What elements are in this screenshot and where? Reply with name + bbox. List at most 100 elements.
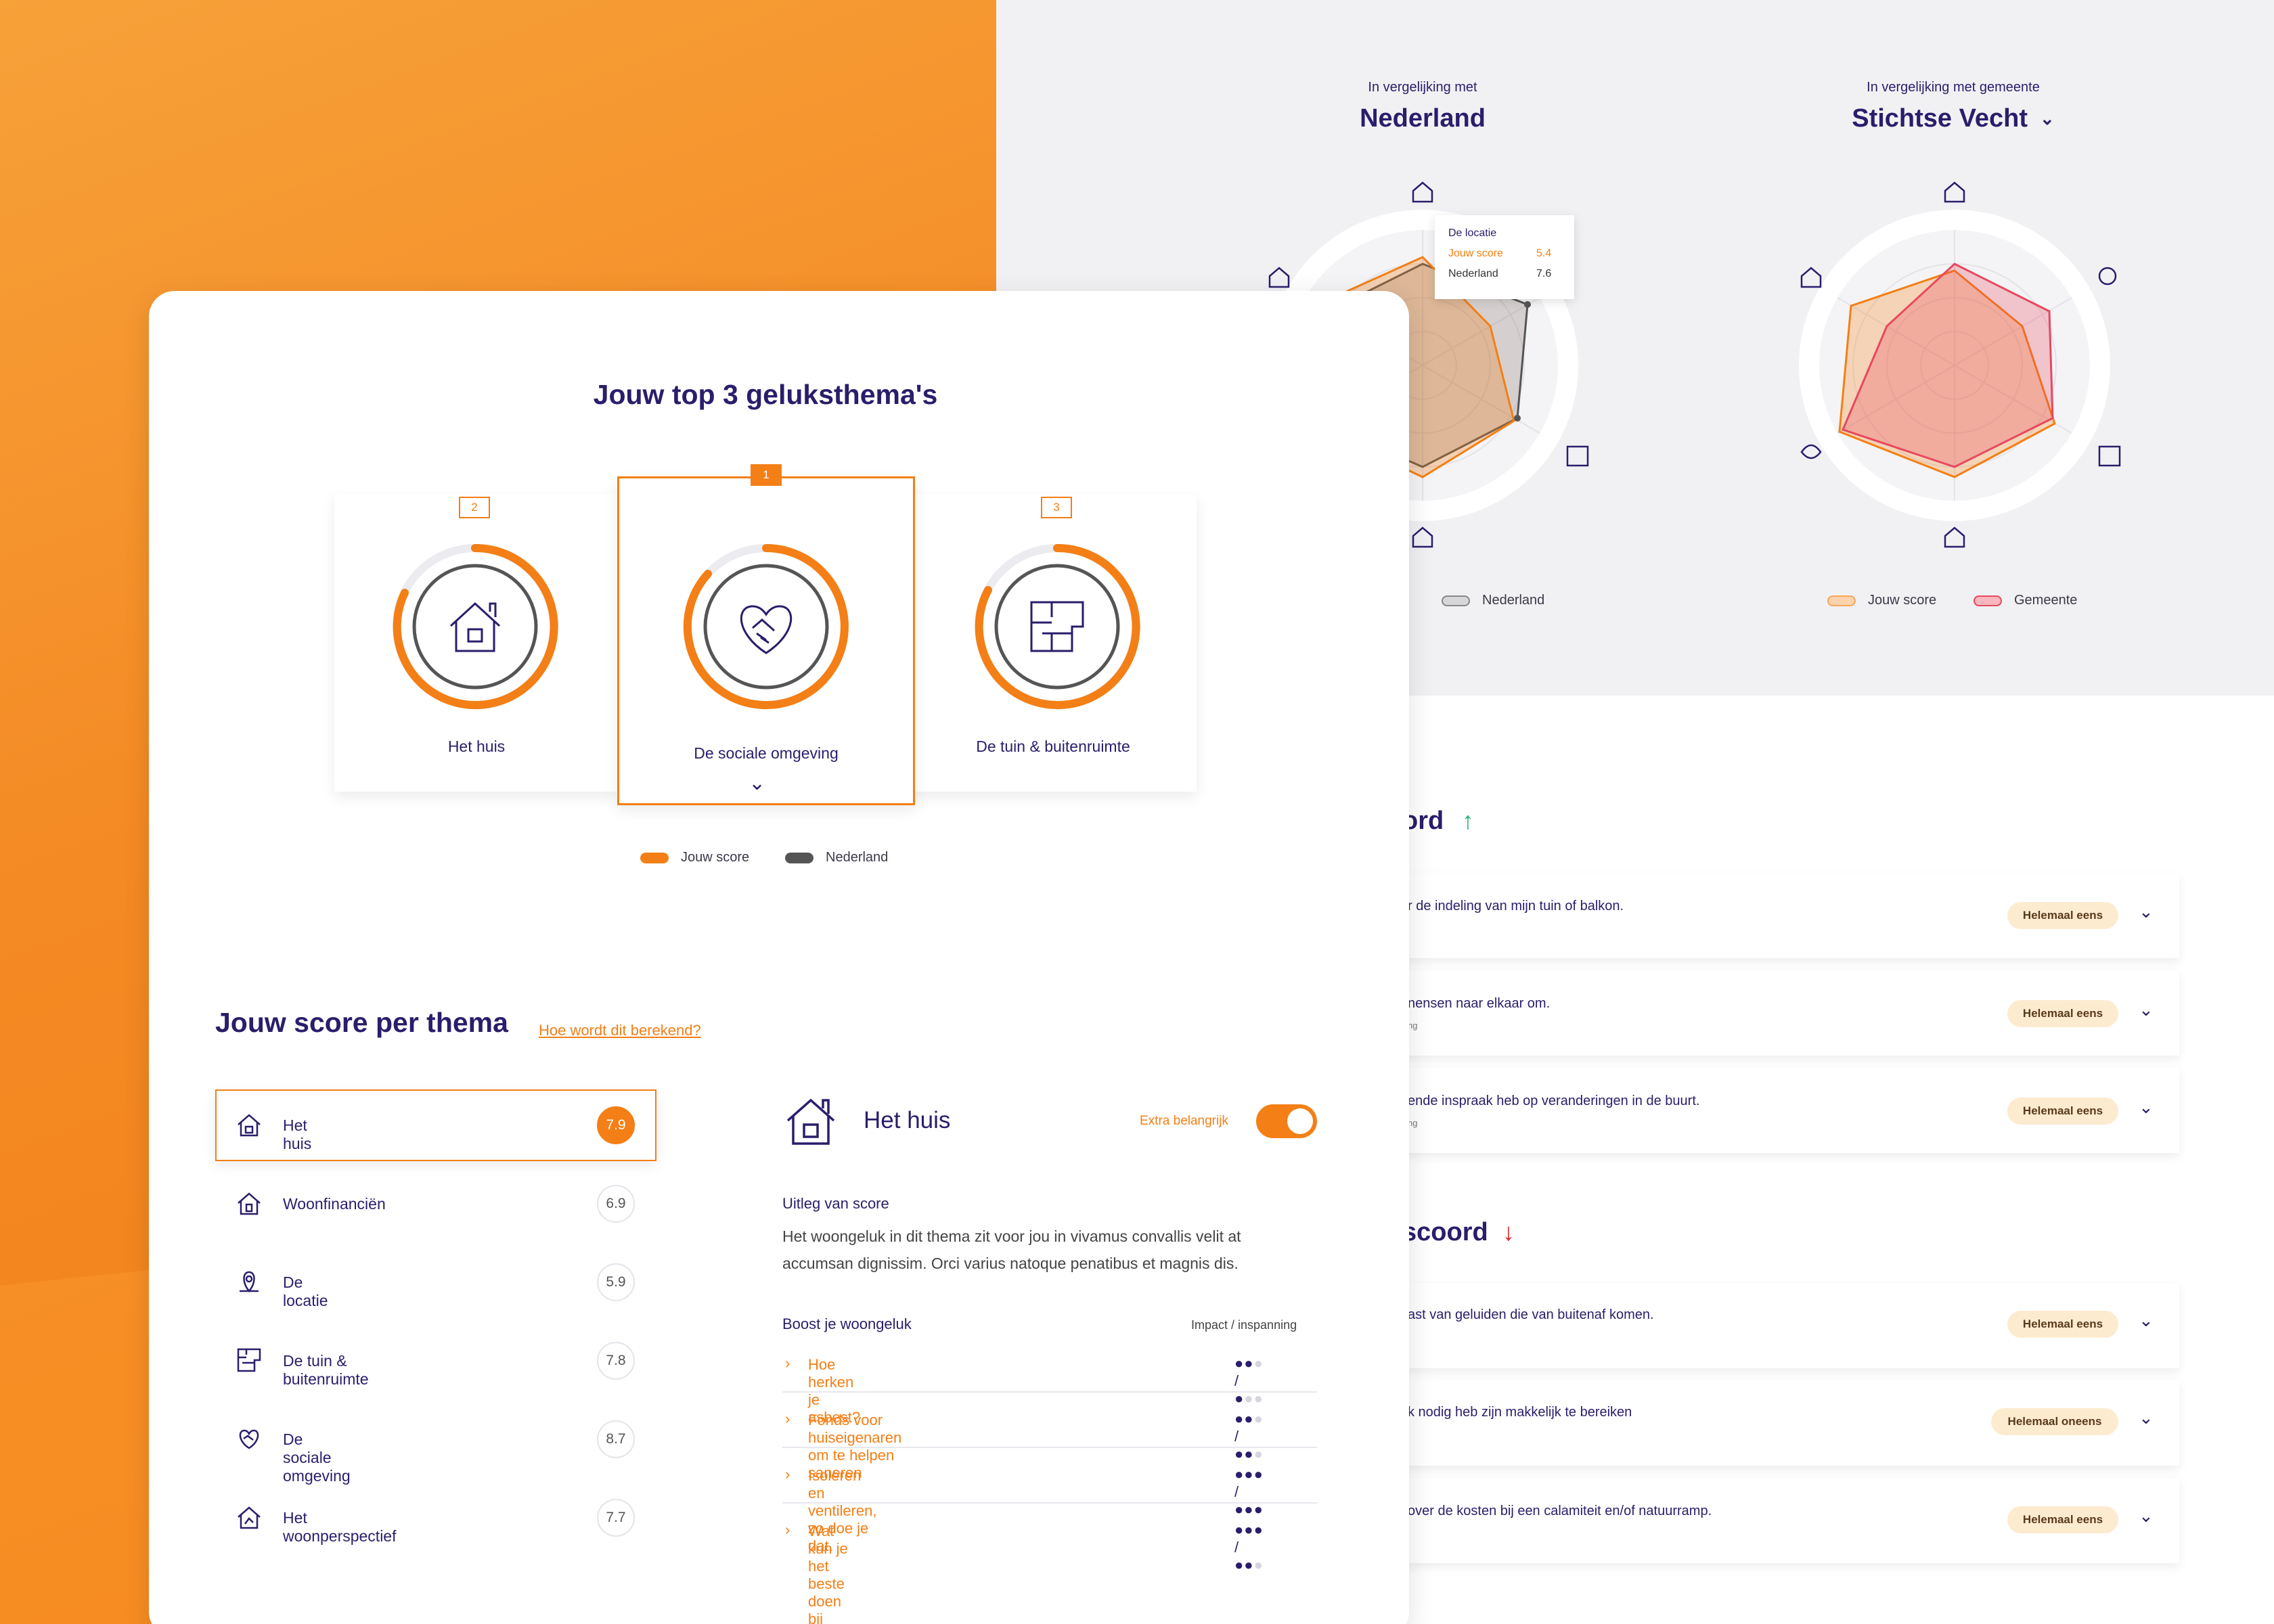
- house-icon: [784, 1093, 838, 1148]
- divider: [782, 1391, 1317, 1393]
- impact-effort-dots: ●●● / ●●●: [1234, 1410, 1264, 1462]
- statement-badge: Helemaal eens: [2007, 1000, 2118, 1027]
- impact-inspanning-label: Impact / inspanning: [1191, 1318, 1297, 1332]
- house-growth-icon[interactable]: [236, 1504, 263, 1531]
- chevron-down-icon: ⌄: [2039, 108, 2055, 129]
- hoe-berekend-link[interactable]: Hoe wordt dit berekend?: [539, 1022, 701, 1039]
- radar-tooltip: De locatie Jouw score 5.4 Nederland 7.6: [1435, 215, 1574, 299]
- chevron-down-icon[interactable]: ⌄: [2139, 1310, 2154, 1330]
- floorplan-icon: [2098, 445, 2121, 467]
- legend-jouw-score: Jouw score: [640, 850, 749, 865]
- legend-label: Jouw score: [1868, 593, 1937, 608]
- arrow-up-icon: ↑: [1462, 807, 1474, 834]
- thema-row-active[interactable]: [215, 1089, 656, 1161]
- tooltip-row1-value: 5.4: [1536, 248, 1552, 259]
- statement-badge: Helemaal oneens: [1991, 1408, 2118, 1435]
- score-ring-sociale-omgeving: [683, 544, 849, 709]
- statement-text: k nodig heb zijn makkelijk te bereiken: [1408, 1405, 1632, 1420]
- thema-label[interactable]: De tuin & buitenruimte: [283, 1352, 369, 1388]
- house-icon: [449, 602, 501, 652]
- score-per-thema-title: Jouw score per thema: [215, 1007, 508, 1038]
- thema-label[interactable]: De sociale omgeving: [283, 1430, 351, 1485]
- house-money-icon: [1800, 267, 1822, 288]
- floorplan-icon: [1566, 445, 1589, 467]
- top3-title: Jouw top 3 geluksthema's: [593, 379, 938, 410]
- statement-badge: Helemaal eens: [2007, 902, 2118, 929]
- floorplan-icon[interactable]: [236, 1347, 263, 1374]
- impact-effort-dots: ●●● / ●●●: [1234, 1521, 1264, 1573]
- gemeente-select-label: Stichtse Vecht: [1852, 104, 2028, 133]
- thema-label[interactable]: Woonfinanciën: [283, 1195, 386, 1213]
- legend-label: Jouw score: [681, 850, 750, 865]
- handshake-heart-icon[interactable]: [236, 1425, 263, 1452]
- legend-label: Nederland: [1482, 593, 1545, 608]
- top3-card-tuin[interactable]: [910, 494, 1197, 792]
- boost-title: Boost je woongeluk: [782, 1315, 912, 1332]
- chevron-right-icon: ›: [785, 1410, 790, 1427]
- boost-link[interactable]: Hoe herken je asbest?: [808, 1356, 861, 1426]
- chevron-down-icon[interactable]: ⌄: [2139, 1097, 2154, 1117]
- legend-nederland: Nederland: [1442, 593, 1544, 608]
- tooltip-row1-label: Jouw score: [1448, 248, 1503, 259]
- legend-swatch: [1442, 595, 1470, 606]
- divider: [782, 1502, 1317, 1504]
- uitleg-text-line2: accumsan dignissim. Orci varius natoque …: [782, 1255, 1239, 1272]
- boost-link[interactable]: Isoleren en ventileren, zo doe je dat.: [808, 1467, 877, 1554]
- uitleg-title: Uitleg van score: [782, 1195, 889, 1212]
- score-ring-tuin: [975, 543, 1140, 709]
- gemeente-compare-pretitle: In vergelijking met gemeente: [1867, 80, 2040, 95]
- statement-subtext: ng: [1408, 1118, 1418, 1128]
- house-growth-icon: [1412, 526, 1433, 548]
- floorplan-icon: [1030, 601, 1084, 652]
- impact-effort-dots: ●●● / ●●●: [1234, 1355, 1264, 1407]
- chevron-down-icon[interactable]: ⌄: [2139, 999, 2154, 1020]
- chevron-right-icon: ›: [785, 1466, 790, 1483]
- uitleg-text-line1: Het woongeluk in dit thema zit voor jou …: [782, 1227, 1241, 1245]
- chevron-down-icon[interactable]: ⌄: [2139, 1407, 2154, 1428]
- legend-swatch: [1827, 595, 1856, 606]
- top3-card-het-huis[interactable]: [334, 494, 619, 792]
- top3-card-label: De sociale omgeving: [694, 744, 839, 762]
- rank-badge: 2: [459, 497, 490, 518]
- extra-belangrijk-toggle[interactable]: [1256, 1104, 1317, 1138]
- legend-swatch: [1974, 595, 2002, 606]
- toggle-knob: [1287, 1108, 1313, 1134]
- legend-gemeente: Gemeente: [1974, 593, 2077, 608]
- worst-section-title: scoord: [1402, 1218, 1488, 1246]
- statement-badge: Helemaal eens: [2007, 1506, 2118, 1533]
- legend-swatch: [640, 852, 669, 863]
- statement-text: over de kosten bij een calamiteit en/of …: [1408, 1504, 1712, 1518]
- thema-label: Het huis: [283, 1116, 312, 1152]
- top3-card-label: De tuin & buitenruimte: [976, 738, 1130, 755]
- statement-text: ende inspraak heb op veranderingen in de…: [1408, 1093, 1700, 1108]
- impact-effort-dots: ●●● / ●●●: [1234, 1466, 1264, 1518]
- thema-score: 7.8: [597, 1342, 635, 1380]
- divider: [782, 1447, 1317, 1448]
- house-icon: [236, 1111, 263, 1138]
- statement-text: r de indeling van mijn tuin of balkon.: [1408, 899, 1624, 914]
- arrow-down-icon: ↓: [1502, 1218, 1515, 1246]
- thema-score: 6.9: [597, 1185, 635, 1223]
- radar-gemeente-series: [1841, 263, 2054, 468]
- chevron-down-icon[interactable]: ⌄: [2139, 901, 2154, 922]
- chevron-down-icon[interactable]: ⌄: [749, 772, 766, 794]
- thema-label[interactable]: Het woonperspectief: [283, 1509, 397, 1545]
- chevron-down-icon[interactable]: ⌄: [2139, 1506, 2154, 1526]
- top3-card-sociale-omgeving[interactable]: [617, 476, 915, 805]
- statement-badge: Helemaal eens: [2007, 1311, 2118, 1338]
- gemeente-select[interactable]: Stichtse Vecht ⌄: [1750, 104, 2156, 133]
- thema-label[interactable]: De locatie: [283, 1273, 328, 1309]
- thema-score: 8.7: [597, 1420, 635, 1458]
- legend-nederland: Nederland: [785, 850, 888, 865]
- legend-swatch: [785, 852, 813, 863]
- legend-label: Nederland: [826, 850, 889, 865]
- tooltip-title: De locatie: [1448, 227, 1497, 239]
- house-money-icon[interactable]: [236, 1190, 263, 1217]
- nl-compare-pretitle: In vergelijking met: [1368, 80, 1477, 95]
- boost-link[interactable]: Wat kun je het beste doen bij overlast v…: [808, 1522, 848, 1624]
- location-pin-icon[interactable]: [236, 1268, 263, 1295]
- legend-label: Gemeente: [2014, 593, 2078, 608]
- top3-card-label: Het huis: [447, 738, 506, 755]
- boost-link[interactable]: Fonds voor huiseigenaren om te helpen sa…: [808, 1412, 902, 1481]
- handshake-heart-icon: [740, 605, 793, 654]
